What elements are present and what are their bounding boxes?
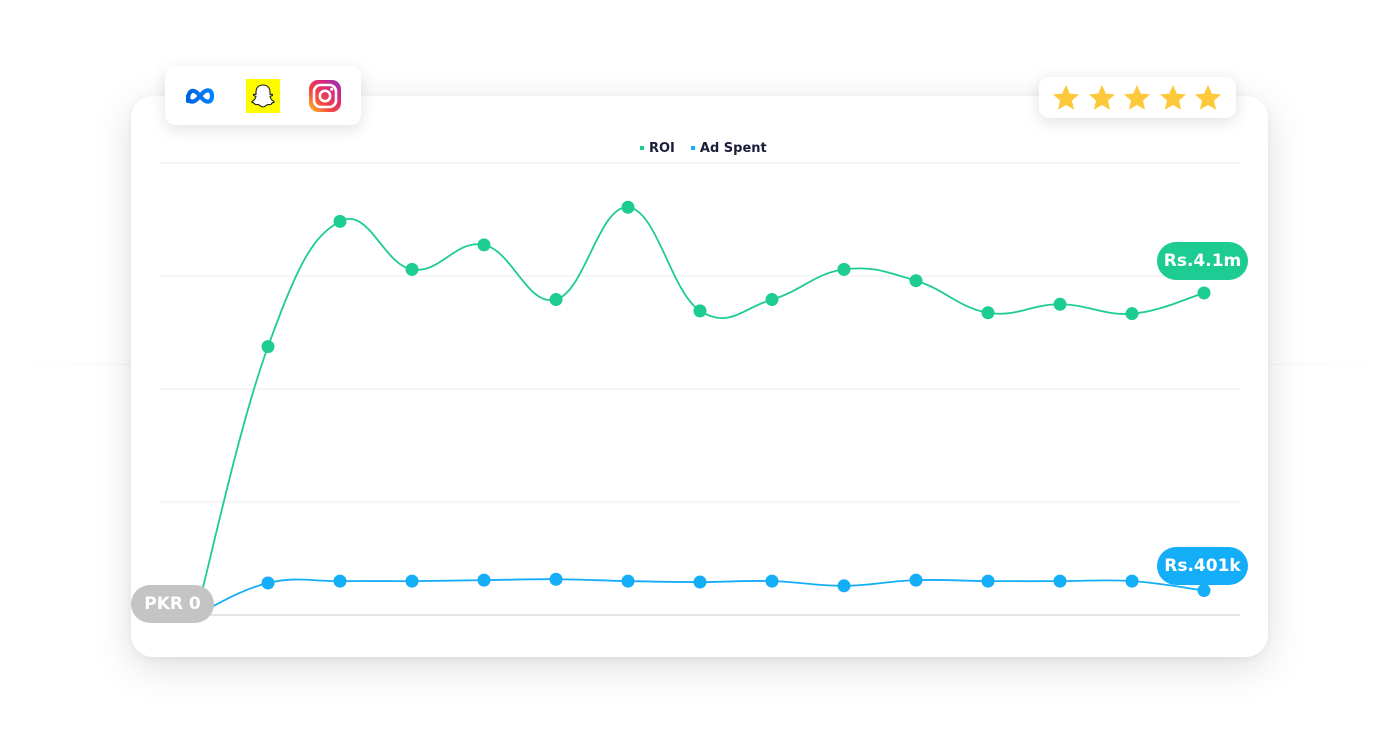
series-points [261, 200, 1211, 598]
data-point-roi[interactable] [405, 262, 419, 276]
data-point-roi[interactable] [549, 293, 563, 307]
legend-item-roi[interactable]: ROI [640, 141, 675, 156]
ad-spent-end-value-label: Rs.401k [1157, 547, 1248, 585]
meta-icon [185, 88, 215, 104]
star-icon [1160, 85, 1186, 110]
data-point-roi[interactable] [261, 340, 275, 354]
data-point-roi[interactable] [1053, 297, 1067, 311]
zero-baseline-label: PKR 0 [131, 585, 214, 623]
star-icon [1089, 85, 1115, 110]
star-icon [1053, 85, 1079, 110]
data-point-ad-spent[interactable] [477, 573, 491, 587]
platform-logos-card [165, 66, 361, 125]
data-point-ad-spent[interactable] [261, 576, 275, 590]
data-point-roi[interactable] [981, 306, 995, 320]
data-point-roi[interactable] [333, 214, 347, 228]
snapchat-icon [246, 79, 280, 113]
legend-item-ad-spent[interactable]: Ad Spent [690, 140, 767, 156]
data-point-roi[interactable] [1125, 307, 1139, 321]
data-point-roi[interactable] [765, 293, 779, 307]
roi-end-value-label: Rs.4.1m [1157, 242, 1248, 280]
data-point-ad-spent[interactable] [1053, 574, 1067, 588]
data-point-roi[interactable] [693, 304, 707, 318]
data-point-ad-spent[interactable] [1197, 584, 1211, 598]
data-point-ad-spent[interactable] [981, 574, 995, 588]
data-point-ad-spent[interactable] [405, 574, 419, 588]
data-point-roi[interactable] [837, 262, 851, 276]
instagram-icon [309, 80, 341, 112]
data-point-ad-spent[interactable] [909, 573, 923, 587]
series-lines [195, 206, 1205, 616]
data-point-roi[interactable] [909, 274, 923, 288]
star-icon [1124, 85, 1150, 110]
data-point-ad-spent[interactable] [693, 575, 707, 589]
data-point-roi[interactable] [621, 200, 635, 214]
chart-card [131, 96, 1268, 657]
grid-lines [160, 162, 1240, 616]
legend-swatch-ad-spent [690, 146, 695, 150]
chart-legend: ROI Ad Spent [640, 139, 767, 157]
data-point-roi[interactable] [477, 238, 491, 252]
data-point-ad-spent[interactable] [837, 579, 851, 593]
data-point-ad-spent[interactable] [333, 574, 347, 588]
data-point-ad-spent[interactable] [1125, 574, 1139, 588]
data-point-roi[interactable] [1197, 286, 1211, 300]
data-point-ad-spent[interactable] [765, 574, 779, 588]
legend-swatch-roi [640, 146, 644, 150]
legend-label-roi: ROI [649, 140, 675, 156]
rating-card [1039, 77, 1236, 118]
series-line-roi [195, 206, 1205, 616]
star-icon [1195, 85, 1221, 110]
data-point-ad-spent[interactable] [621, 574, 635, 588]
data-point-ad-spent[interactable] [549, 572, 563, 586]
legend-label-ad-spent: Ad Spent [699, 140, 767, 156]
